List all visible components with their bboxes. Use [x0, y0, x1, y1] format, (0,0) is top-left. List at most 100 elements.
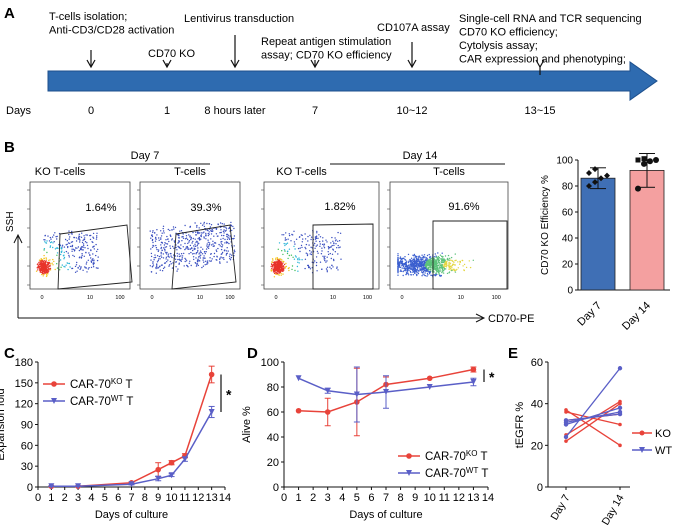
- flow-event-dot: [277, 267, 280, 269]
- flow-event-dot: [160, 237, 162, 239]
- flow-event-dot: [273, 267, 275, 269]
- flow-event-dot: [220, 231, 222, 234]
- flow-event-dot: [434, 264, 436, 267]
- flow-event-dot: [325, 239, 327, 241]
- flow-event-dot: [41, 264, 44, 266]
- flow-event-dot: [167, 259, 169, 261]
- flow-event-dot: [424, 256, 426, 258]
- flow-x-tick-label: 10: [87, 295, 93, 301]
- flow-event-dot: [230, 221, 232, 224]
- flow-event-dot: [440, 264, 442, 266]
- flow-event-dot: [209, 257, 211, 259]
- flow-event-dot: [294, 248, 296, 250]
- flow-event-dot: [428, 258, 430, 261]
- flow-event-dot: [168, 256, 170, 258]
- flow-event-dot: [75, 264, 78, 266]
- flow-event-dot: [330, 268, 332, 270]
- flow-event-dot: [43, 257, 45, 260]
- flow-event-dot: [441, 271, 443, 274]
- flow-event-dot: [400, 269, 402, 271]
- flow-event-dot: [284, 250, 286, 252]
- bar-category-label: Day 14: [620, 300, 653, 333]
- flow-event-dot: [68, 230, 70, 232]
- flow-event-dot: [450, 266, 452, 268]
- flow-event-dot: [163, 244, 166, 246]
- flow-event-dot: [274, 261, 276, 263]
- flow-event-dot: [154, 254, 156, 256]
- flow-event-dot: [44, 268, 46, 270]
- flow-event-dot: [321, 250, 323, 252]
- series-line: [298, 377, 474, 396]
- flow-event-dot: [206, 260, 209, 262]
- flow-x-tick-label: 10: [458, 295, 464, 301]
- flow-event-dot: [429, 268, 431, 271]
- flow-event-dot: [218, 243, 220, 246]
- pair-point: [618, 401, 622, 406]
- flow-event-dot: [86, 271, 88, 273]
- flow-event-dot: [205, 232, 207, 235]
- flow-event-dot: [225, 250, 228, 252]
- flow-event-dot: [397, 270, 399, 272]
- flow-event-dot: [399, 262, 401, 264]
- flow-event-dot: [437, 260, 439, 263]
- flow-event-dot: [232, 225, 234, 228]
- flow-event-dot: [84, 237, 86, 239]
- flow-event-dot: [327, 251, 329, 253]
- flow-event-dot: [74, 249, 76, 251]
- flow-event-dot: [186, 238, 189, 241]
- flow-event-dot: [56, 238, 58, 240]
- flow-event-dot: [177, 268, 179, 270]
- flow-event-dot: [56, 267, 59, 269]
- flow-event-dot: [48, 265, 50, 268]
- x-tick-label: 1: [48, 492, 54, 504]
- flow-event-dot: [412, 264, 414, 267]
- flow-event-dot: [220, 253, 222, 255]
- flow-event-dot: [181, 257, 183, 259]
- flow-event-dot: [200, 238, 202, 240]
- bar-y-axis-label: CD70 KO Efficiency %: [540, 175, 551, 275]
- flow-event-dot: [226, 235, 228, 238]
- flow-event-dot: [45, 260, 47, 263]
- flow-event-dot: [197, 243, 199, 245]
- e-y-axis-label: tEGFR %: [514, 402, 526, 449]
- flow-event-dot: [222, 257, 225, 259]
- flow-event-dot: [225, 226, 227, 229]
- flow-event-dot: [308, 266, 311, 268]
- flow-event-dot: [71, 250, 73, 252]
- flow-event-dot: [319, 261, 322, 263]
- flow-event-dot: [44, 262, 46, 264]
- flow-event-dot: [199, 255, 201, 257]
- flow-event-dot: [220, 248, 223, 251]
- flow-event-dot: [169, 234, 171, 236]
- flow-event-dot: [186, 245, 188, 248]
- flow-event-dot: [331, 264, 333, 267]
- flow-event-dot: [219, 232, 221, 234]
- flow-event-dot: [162, 227, 164, 230]
- flow-event-dot: [92, 259, 94, 262]
- flow-event-dot: [337, 240, 339, 242]
- flow-event-dot: [152, 264, 155, 266]
- e-y-tick-label: 0: [537, 482, 543, 494]
- flow-event-dot: [45, 258, 48, 260]
- flow-event-dot: [161, 241, 163, 244]
- flow-event-dot: [276, 273, 278, 275]
- legend-sup: WT: [111, 394, 124, 403]
- flow-event-dot: [71, 267, 74, 270]
- flow-event-dot: [49, 241, 52, 244]
- data-point: [324, 387, 331, 394]
- flow-event-dot: [192, 237, 194, 240]
- flow-event-dot: [310, 236, 313, 238]
- flow-event-dot: [167, 228, 169, 231]
- flow-event-dot: [90, 261, 93, 263]
- flow-event-dot: [169, 229, 171, 232]
- flow-event-dot: [191, 253, 194, 255]
- flow-event-dot: [202, 257, 204, 259]
- flow-event-dot: [414, 255, 416, 257]
- flow-event-dot: [397, 272, 399, 274]
- flow-event-dot: [178, 235, 180, 237]
- flow-event-dot: [49, 236, 52, 239]
- flow-event-dot: [196, 251, 199, 253]
- flow-event-dot: [228, 255, 231, 257]
- flow-event-dot: [95, 243, 97, 246]
- flow-event-dot: [164, 250, 166, 252]
